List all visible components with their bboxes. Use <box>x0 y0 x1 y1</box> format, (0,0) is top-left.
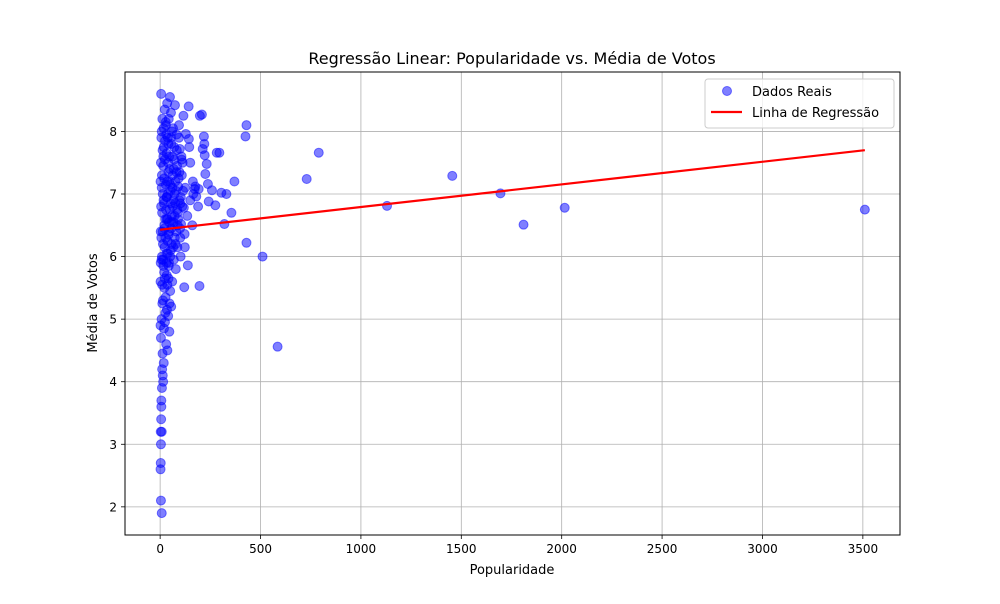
data-point <box>171 167 182 178</box>
x-tick-label: 1000 <box>346 542 377 556</box>
data-point <box>179 282 190 293</box>
data-point <box>156 395 167 406</box>
y-tick-label: 6 <box>109 250 117 264</box>
data-point <box>160 117 171 128</box>
data-point <box>183 101 194 112</box>
data-point <box>193 201 204 212</box>
data-point <box>169 142 180 153</box>
data-point <box>240 131 251 142</box>
data-point <box>163 157 174 168</box>
data-point <box>301 173 312 184</box>
y-tick-label: 7 <box>109 188 117 202</box>
data-point <box>272 341 283 352</box>
x-tick-label: 2000 <box>546 542 577 556</box>
data-point <box>166 210 177 221</box>
data-point <box>226 207 237 218</box>
data-point <box>165 251 176 262</box>
data-point <box>157 348 168 359</box>
data-point <box>182 210 193 221</box>
data-point <box>155 439 166 450</box>
data-point <box>197 143 208 154</box>
data-point <box>158 323 169 334</box>
data-point <box>190 181 201 192</box>
data-point <box>163 260 174 271</box>
x-tick-label: 500 <box>249 542 272 556</box>
regression-line <box>160 149 865 231</box>
data-point <box>156 88 167 99</box>
data-point <box>155 458 166 469</box>
x-tick-label: 3000 <box>747 542 778 556</box>
chart-title: Regressão Linear: Popularidade vs. Média… <box>308 49 715 68</box>
data-point <box>194 110 205 121</box>
y-axis: 2 3 4 5 6 7 8 <box>109 125 125 514</box>
data-point <box>211 147 222 158</box>
x-tick-label: 0 <box>156 542 164 556</box>
data-point <box>156 126 167 137</box>
grid-lines <box>125 72 900 535</box>
x-tick-label: 2500 <box>647 542 678 556</box>
data-point <box>182 260 193 271</box>
data-point <box>201 158 212 169</box>
data-point <box>161 304 172 315</box>
data-point <box>257 251 268 262</box>
data-point <box>156 414 167 425</box>
data-point <box>159 104 170 115</box>
data-point <box>229 176 240 187</box>
data-point <box>203 196 214 207</box>
data-point <box>200 168 211 179</box>
legend-box <box>704 78 895 129</box>
data-point <box>241 120 252 131</box>
data-point <box>176 154 187 165</box>
data-points <box>155 88 870 519</box>
legend-label-regression: Linha de Regressão <box>752 106 879 121</box>
data-point <box>518 219 529 230</box>
y-tick-label: 2 <box>109 500 117 514</box>
data-point <box>169 232 180 243</box>
data-point <box>559 202 570 213</box>
x-tick-label: 3500 <box>848 542 879 556</box>
data-point <box>161 192 172 203</box>
x-axis: 0 500 1000 1500 2000 2500 3000 3500 <box>156 535 878 556</box>
data-point <box>157 364 168 375</box>
x-axis-label: Popularidade <box>470 563 555 578</box>
y-tick-label: 3 <box>109 438 117 452</box>
data-point <box>241 237 252 248</box>
data-point <box>155 332 166 343</box>
y-axis-label: Média de Votos <box>86 253 101 352</box>
data-point <box>198 131 209 142</box>
y-tick-label: 5 <box>109 313 117 327</box>
data-point <box>156 232 167 243</box>
y-tick-label: 4 <box>109 375 117 389</box>
data-point <box>158 142 169 153</box>
data-point <box>156 426 167 437</box>
data-point <box>447 170 458 181</box>
plot-frame <box>124 71 901 536</box>
data-point <box>219 219 230 230</box>
data-point <box>168 242 179 253</box>
data-point <box>156 508 167 519</box>
data-point <box>174 132 185 143</box>
data-point <box>158 376 169 387</box>
data-point <box>159 273 170 284</box>
legend: Dados Reais Linha de Regressão <box>704 78 895 129</box>
x-tick-label: 1500 <box>446 542 477 556</box>
data-point <box>313 147 324 158</box>
data-point <box>180 182 191 193</box>
data-point <box>202 179 213 189</box>
y-tick-label: 8 <box>109 125 117 139</box>
data-point <box>155 176 166 187</box>
data-point <box>194 280 205 291</box>
data-point <box>155 495 166 506</box>
data-point <box>167 182 178 193</box>
data-point <box>859 204 870 215</box>
legend-label-dados-reais: Dados Reais <box>752 85 832 100</box>
data-point <box>178 110 189 121</box>
regression-line-group <box>160 149 865 231</box>
legend-marker-icon <box>722 86 732 96</box>
data-point <box>216 187 227 198</box>
data-point <box>175 198 186 209</box>
